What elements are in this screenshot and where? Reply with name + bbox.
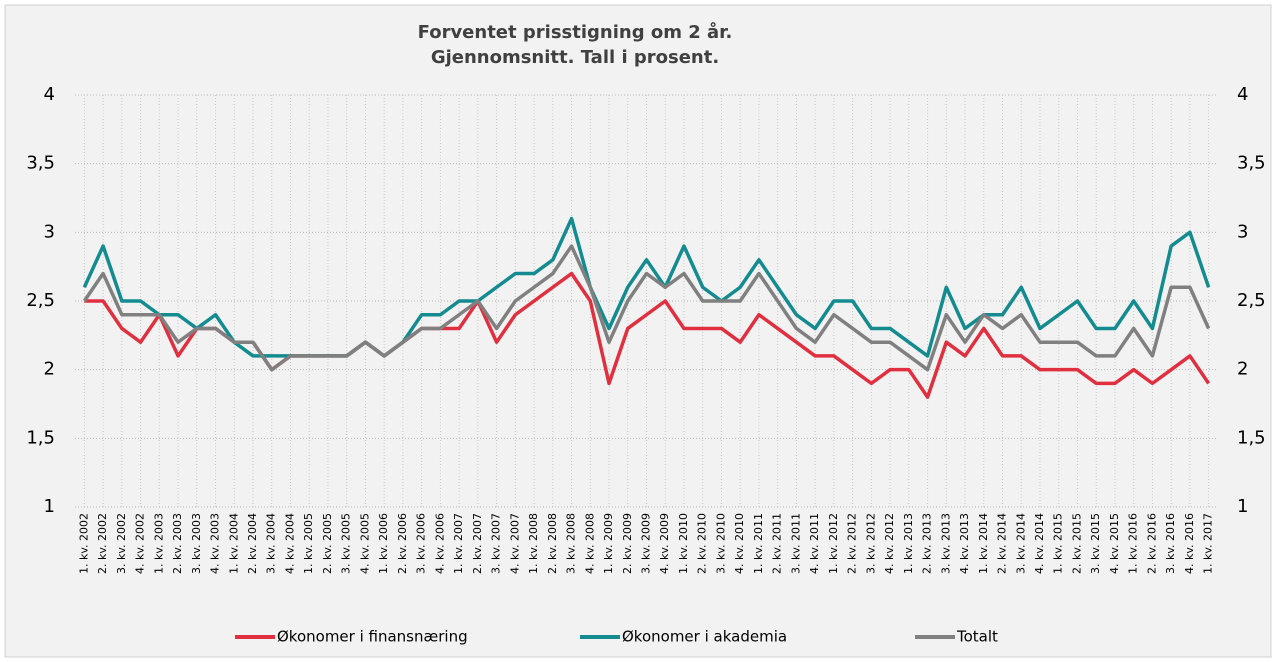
- x-tick-label: 4. kv. 2016: [1183, 513, 1196, 574]
- x-tick-label: 1. kv. 2011: [752, 513, 765, 574]
- legend-label: Totalt: [956, 628, 998, 646]
- x-tick-label: 2. kv. 2002: [96, 513, 109, 574]
- y2-tick-label: 3: [1237, 221, 1248, 242]
- series-line: [82, 216, 1211, 358]
- x-tick-label: 4. kv. 2008: [583, 513, 596, 574]
- x-tick-label: 3. kv. 2005: [340, 513, 353, 574]
- x-tick-label: 2. kv. 2007: [471, 513, 484, 574]
- x-tick-label: 2. kv. 2013: [921, 513, 934, 574]
- y-tick-label: 1,5: [26, 427, 55, 448]
- x-tick-label: 3. kv. 2012: [864, 513, 877, 574]
- y-tick-label: 3: [44, 221, 55, 242]
- x-tick-label: 4. kv. 2013: [958, 513, 971, 574]
- x-tick-label: 2. kv. 2009: [621, 513, 634, 574]
- x-tick-label: 4. kv. 2007: [508, 513, 521, 574]
- x-tick-label: 2. kv. 2012: [846, 513, 859, 574]
- y2-tick-label: 2: [1237, 359, 1248, 380]
- x-tick-label: 2. kv. 2003: [171, 513, 184, 574]
- y2-tick-label: 1,5: [1237, 427, 1266, 448]
- x-tick-label: 1. kv. 2006: [377, 513, 390, 574]
- y-tick-label: 2,5: [26, 290, 55, 311]
- x-tick-label: 2. kv. 2016: [1145, 513, 1158, 574]
- x-tick-label: 3. kv. 2009: [640, 513, 653, 574]
- x-tick-label: 3. kv. 2014: [1014, 513, 1027, 574]
- y-tick-label: 4: [44, 84, 55, 105]
- x-tick-label: 3. kv. 2007: [490, 513, 503, 574]
- legend-label: Økonomer i finansnæring: [277, 628, 468, 646]
- x-tick-label: 4. kv. 2014: [1033, 513, 1046, 574]
- x-tick-label: 2. kv. 2015: [1070, 513, 1083, 574]
- x-tick-label: 1. kv. 2002: [77, 513, 90, 574]
- x-tick-label: 1. kv. 2005: [302, 513, 315, 574]
- x-tick-label: 3. kv. 2015: [1089, 513, 1102, 574]
- x-tick-label: 4. kv. 2011: [808, 513, 821, 574]
- x-tick-label: 3. kv. 2016: [1164, 513, 1177, 574]
- y-tick-label: 3,5: [26, 153, 55, 174]
- x-tick-label: 4. kv. 2010: [733, 513, 746, 574]
- y-tick-label: 1: [44, 496, 55, 517]
- x-tick-label: 2. kv. 2008: [546, 513, 559, 574]
- x-tick-label: 1. kv. 2014: [977, 513, 990, 574]
- x-tick-label: 2. kv. 2011: [771, 513, 784, 574]
- series-line: [82, 244, 1211, 372]
- y2-tick-label: 3,5: [1237, 153, 1266, 174]
- x-tick-label: 3. kv. 2006: [415, 513, 428, 574]
- legend-label: Økonomer i akademia: [622, 628, 787, 646]
- x-tick-label: 2. kv. 2010: [696, 513, 709, 574]
- x-tick-label: 2. kv. 2014: [996, 513, 1009, 574]
- x-tick-label: 1. kv. 2015: [1052, 513, 1065, 574]
- x-tick-label: 1. kv. 2016: [1127, 513, 1140, 574]
- y2-tick-label: 1: [1237, 496, 1248, 517]
- x-tick-label: 4. kv. 2012: [883, 513, 896, 574]
- x-tick-label: 1. kv. 2010: [677, 513, 690, 574]
- x-tick-label: 4. kv. 2003: [209, 513, 222, 574]
- x-tick-label: 4. kv. 2006: [433, 513, 446, 574]
- x-tick-label: 4. kv. 2015: [1108, 513, 1121, 574]
- x-tick-label: 2. kv. 2004: [246, 513, 259, 574]
- x-tick-label: 3. kv. 2002: [115, 513, 128, 574]
- x-tick-label: 1. kv. 2008: [527, 513, 540, 574]
- y2-tick-label: 2,5: [1237, 290, 1266, 311]
- y2-tick-label: 4: [1237, 84, 1248, 105]
- x-tick-label: 3. kv. 2011: [789, 513, 802, 574]
- x-tick-label: 1. kv. 2017: [1202, 513, 1215, 574]
- x-tick-label: 1. kv. 2013: [902, 513, 915, 574]
- x-tick-label: 4. kv. 2002: [134, 513, 147, 574]
- x-tick-label: 3. kv. 2010: [714, 513, 727, 574]
- x-tick-label: 1. kv. 2012: [827, 513, 840, 574]
- x-tick-label: 3. kv. 2008: [565, 513, 578, 574]
- x-tick-label: 1. kv. 2004: [227, 513, 240, 574]
- x-tick-label: 2. kv. 2006: [396, 513, 409, 574]
- x-tick-label: 3. kv. 2013: [939, 513, 952, 574]
- x-tick-label: 4. kv. 2005: [358, 513, 371, 574]
- chart-title: Forventet prisstigning om 2 år.: [418, 21, 733, 43]
- x-tick-label: 2. kv. 2005: [321, 513, 334, 574]
- x-tick-label: 4. kv. 2004: [283, 513, 296, 574]
- x-tick-label: 1. kv. 2009: [602, 513, 615, 574]
- x-tick-label: 3. kv. 2004: [265, 513, 278, 574]
- x-tick-label: 1. kv. 2003: [152, 513, 165, 574]
- x-tick-label: 3. kv. 2003: [190, 513, 203, 574]
- y-tick-label: 2: [44, 359, 55, 380]
- x-tick-label: 1. kv. 2007: [452, 513, 465, 574]
- chart-title: Gjennomsnitt. Tall i prosent.: [431, 47, 719, 68]
- x-tick-label: 4. kv. 2009: [658, 513, 671, 574]
